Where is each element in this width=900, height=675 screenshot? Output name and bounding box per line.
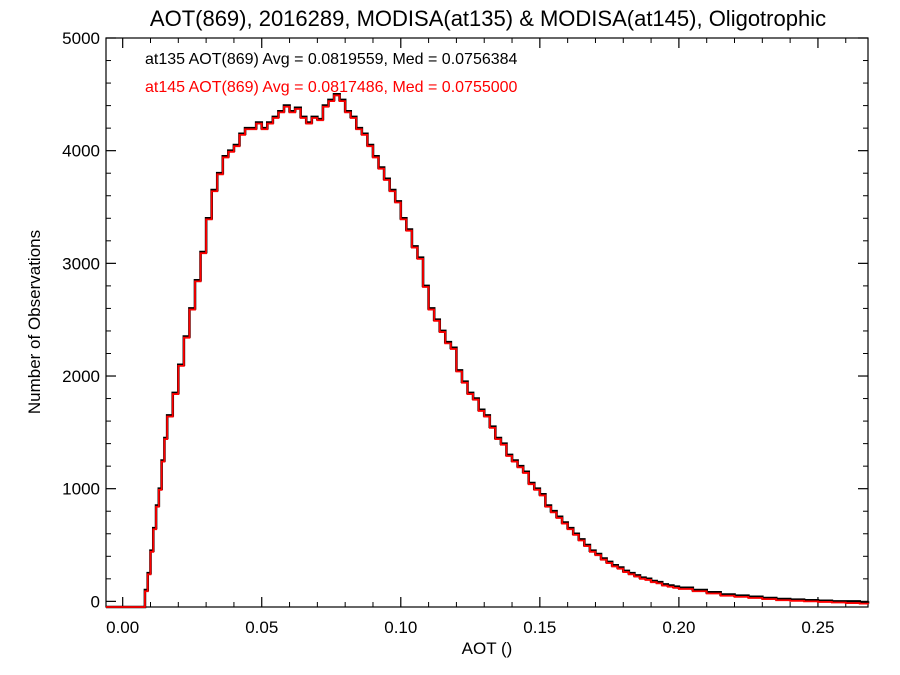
y-axis-label: Number of Observations xyxy=(25,230,44,414)
legend-at145: at145 AOT(869) Avg = 0.0817486, Med = 0.… xyxy=(145,79,518,96)
series-layer xyxy=(106,93,870,609)
axis-tick-labels: 0.00 0.05 0.10 0.15 0.20 0.25 0 1000 2000 3000 400… xyxy=(62,29,834,637)
x-tick-label: 0.25 xyxy=(801,618,834,637)
plot-frame xyxy=(105,37,869,608)
y-tick-label: 3000 xyxy=(62,254,100,273)
series-at145-line xyxy=(106,94,869,608)
legend-at135: at135 AOT(869) Avg = 0.0819559, Med = 0.… xyxy=(145,51,518,68)
y-tick-label: 2000 xyxy=(62,367,100,386)
x-tick-label: 0.20 xyxy=(662,618,695,637)
y-tick-label: 5000 xyxy=(62,29,100,48)
axis-ticks xyxy=(106,37,868,607)
chart-title: AOT(869), 2016289, MODISA(at135) & MODIS… xyxy=(150,6,826,31)
y-tick-label: 4000 xyxy=(62,142,100,161)
x-tick-label: 0.10 xyxy=(384,618,417,637)
x-tick-label: 0.00 xyxy=(106,618,139,637)
x-tick-label: 0.15 xyxy=(523,618,556,637)
x-axis-label: AOT () xyxy=(462,639,513,658)
series-at135-line xyxy=(106,93,870,609)
y-tick-label: 0 xyxy=(91,592,100,611)
x-tick-label: 0.05 xyxy=(245,618,278,637)
y-tick-label: 1000 xyxy=(62,480,100,499)
